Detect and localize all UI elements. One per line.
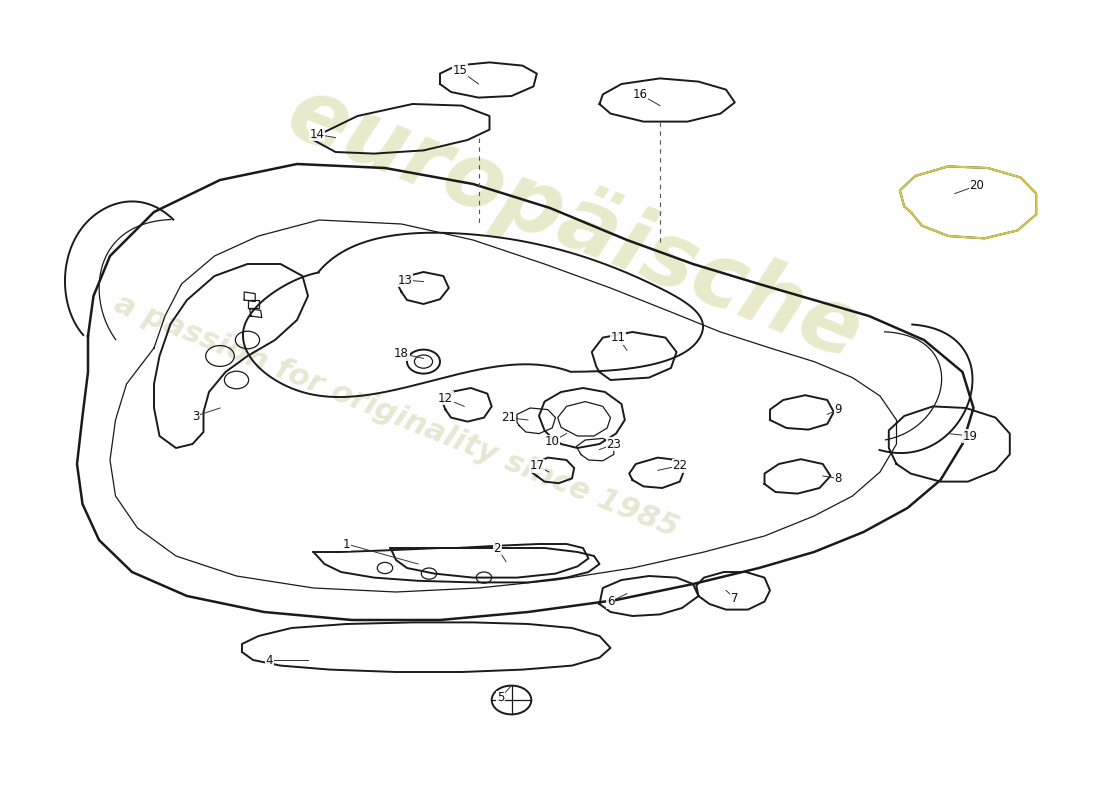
- Text: europäische: europäische: [275, 69, 874, 379]
- Text: 21: 21: [500, 411, 516, 424]
- Text: 16: 16: [632, 88, 648, 101]
- Text: 18: 18: [394, 347, 409, 360]
- Text: a passion for originality since 1985: a passion for originality since 1985: [110, 289, 683, 543]
- Text: 9: 9: [835, 403, 842, 416]
- Text: 14: 14: [309, 128, 324, 141]
- Text: 10: 10: [544, 435, 560, 448]
- Text: 3: 3: [192, 410, 199, 422]
- Text: 5: 5: [497, 691, 504, 704]
- Text: 19: 19: [962, 430, 978, 442]
- Text: 8: 8: [835, 472, 842, 485]
- Text: 11: 11: [610, 331, 626, 344]
- Text: 7: 7: [732, 592, 738, 605]
- Text: 20: 20: [969, 179, 984, 192]
- Text: 13: 13: [397, 274, 412, 286]
- Text: 22: 22: [672, 459, 688, 472]
- Text: 17: 17: [529, 459, 544, 472]
- Text: 12: 12: [438, 392, 453, 405]
- Text: 6: 6: [607, 595, 614, 608]
- Text: 15: 15: [452, 64, 468, 77]
- Text: 2: 2: [494, 542, 501, 554]
- Text: 4: 4: [266, 654, 273, 666]
- Text: 23: 23: [606, 438, 621, 450]
- Text: 1: 1: [343, 538, 350, 550]
